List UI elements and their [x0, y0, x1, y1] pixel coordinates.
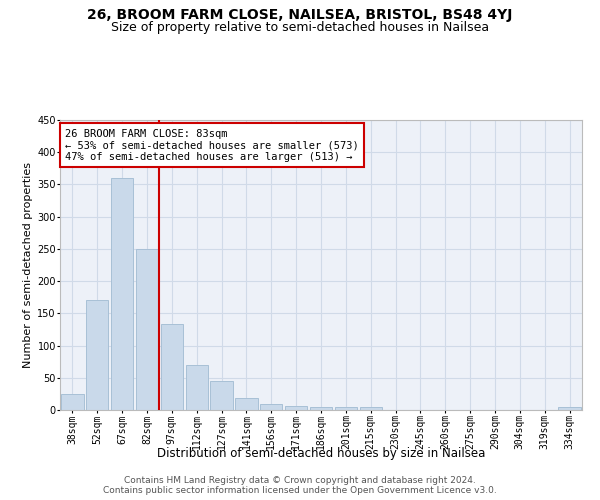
- Bar: [136, 249, 158, 410]
- Bar: [310, 407, 332, 410]
- Bar: [185, 365, 208, 410]
- Bar: [111, 178, 133, 410]
- Y-axis label: Number of semi-detached properties: Number of semi-detached properties: [23, 162, 33, 368]
- Text: Contains HM Land Registry data © Crown copyright and database right 2024.
Contai: Contains HM Land Registry data © Crown c…: [103, 476, 497, 495]
- Text: 26, BROOM FARM CLOSE, NAILSEA, BRISTOL, BS48 4YJ: 26, BROOM FARM CLOSE, NAILSEA, BRISTOL, …: [88, 8, 512, 22]
- Bar: [359, 408, 382, 410]
- Bar: [260, 404, 283, 410]
- Bar: [335, 407, 357, 410]
- Text: Distribution of semi-detached houses by size in Nailsea: Distribution of semi-detached houses by …: [157, 448, 485, 460]
- Bar: [211, 381, 233, 410]
- Bar: [61, 394, 83, 410]
- Text: 26 BROOM FARM CLOSE: 83sqm
← 53% of semi-detached houses are smaller (573)
47% o: 26 BROOM FARM CLOSE: 83sqm ← 53% of semi…: [65, 128, 359, 162]
- Bar: [285, 406, 307, 410]
- Bar: [86, 300, 109, 410]
- Bar: [559, 408, 581, 410]
- Bar: [161, 324, 183, 410]
- Bar: [235, 398, 257, 410]
- Text: Size of property relative to semi-detached houses in Nailsea: Size of property relative to semi-detach…: [111, 21, 489, 34]
